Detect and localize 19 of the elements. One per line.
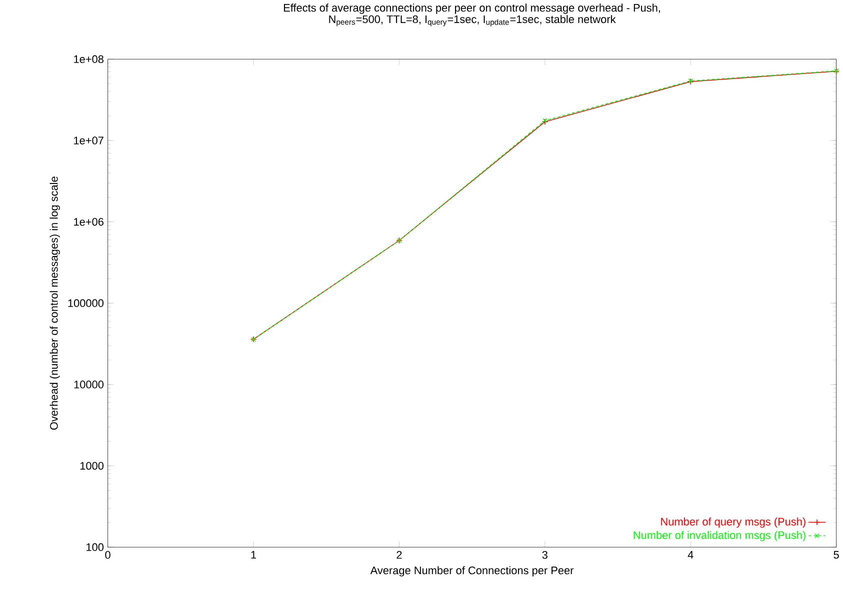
y-tick-label: 1000: [80, 462, 104, 470]
x-axis-title: Average Number of Connections per Peer: [370, 566, 574, 576]
y-tick-label: 1e+07: [74, 136, 104, 144]
y-tick-label: 1e+08: [74, 55, 104, 64]
x-tick-label: 5: [834, 550, 839, 559]
legend-label: Number of query msgs (Push): [661, 517, 806, 528]
chart-subtitle: N$_{peers}$=500, TTL=8, I$_{query}$=1sec, I$_{update}$=1sec, stable network: [329, 15, 616, 26]
y-tick-label: 100000: [68, 299, 104, 308]
x-tick-label: 2: [396, 550, 402, 559]
x-tick-label: 4: [688, 550, 694, 559]
chart-title: Effects of average connections per peer on control message overhead - Push,: [284, 4, 660, 14]
y-tick-label: 1e+06: [74, 218, 104, 226]
legend-label: Number of invalidation msgs (Push): [634, 530, 806, 542]
x-tick-label: 0: [105, 550, 110, 559]
x-tick-label: 3: [542, 550, 548, 559]
y-tick-label: 10000: [74, 380, 104, 388]
y-axis-title: Overhead (number of control messages) in log scale: [50, 176, 60, 430]
x-tick-label: 1: [251, 550, 256, 559]
y-tick-label: 100: [86, 543, 104, 552]
